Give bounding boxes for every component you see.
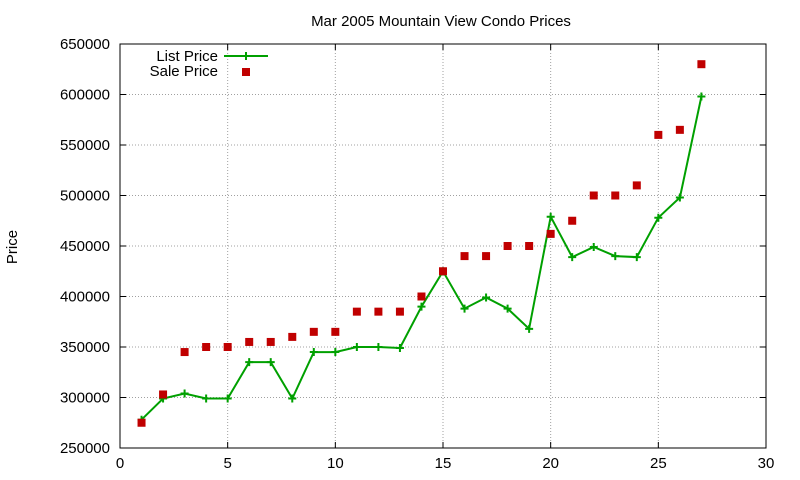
point-list-price xyxy=(460,304,469,313)
point-list-price xyxy=(568,253,577,262)
point-sale-price xyxy=(266,337,275,346)
y-tick-label: 500000 xyxy=(60,188,110,205)
x-tick-label: 5 xyxy=(223,455,231,472)
point-sale-price xyxy=(568,216,577,225)
legend-marker-sale-price xyxy=(242,68,250,76)
point-list-price xyxy=(202,394,211,403)
point-list-price xyxy=(632,253,641,262)
x-tick-label: 30 xyxy=(758,455,775,472)
point-sale-price xyxy=(180,348,189,357)
point-sale-price xyxy=(159,390,168,399)
x-tick-label: 25 xyxy=(650,455,667,472)
chart-title: Mar 2005 Mountain View Condo Prices xyxy=(311,13,571,30)
series-layer xyxy=(137,60,706,427)
y-tick-label: 300000 xyxy=(60,390,110,407)
x-tick-label: 20 xyxy=(542,455,559,472)
x-tick-label: 10 xyxy=(327,455,344,472)
point-sale-price xyxy=(223,343,232,351)
point-sale-price xyxy=(546,229,555,238)
point-sale-price xyxy=(202,343,211,351)
point-list-price xyxy=(417,302,426,311)
point-sale-price xyxy=(611,191,620,200)
point-sale-price xyxy=(137,418,146,427)
y-axis-label: Price xyxy=(4,230,21,264)
point-list-price xyxy=(223,394,232,403)
legend-label-sale-price: Sale Price xyxy=(150,63,218,80)
point-list-price xyxy=(482,293,491,302)
point-list-price xyxy=(525,324,534,333)
x-tick-label: 0 xyxy=(116,455,124,472)
y-tick-label: 350000 xyxy=(60,339,110,356)
point-sale-price xyxy=(482,252,491,261)
point-list-price xyxy=(503,304,512,313)
point-list-price xyxy=(331,348,340,357)
point-list-price xyxy=(288,394,297,403)
point-list-price xyxy=(395,344,404,353)
point-sale-price xyxy=(675,125,684,134)
legend-marker-list-price xyxy=(242,52,250,60)
point-sale-price xyxy=(460,252,469,261)
point-list-price xyxy=(697,92,706,101)
y-tick-label: 400000 xyxy=(60,289,110,306)
legend: List Price Sale Price xyxy=(150,48,268,80)
point-list-price xyxy=(654,213,663,222)
y-tick-label: 650000 xyxy=(60,36,110,53)
point-list-price xyxy=(180,389,189,398)
point-list-price xyxy=(675,193,684,202)
axis-ticks xyxy=(119,43,767,449)
point-sale-price xyxy=(309,327,318,336)
y-tick-label: 600000 xyxy=(60,87,110,104)
point-sale-price xyxy=(697,60,706,69)
y-tick-label: 250000 xyxy=(60,440,110,457)
point-list-price xyxy=(374,343,383,351)
point-sale-price xyxy=(374,307,383,316)
point-list-price xyxy=(352,343,361,351)
y-tick-label: 450000 xyxy=(60,238,110,255)
y-tick-label: 550000 xyxy=(60,137,110,154)
point-sale-price xyxy=(589,191,598,200)
tick-labels: 250000 300000 350000 400000 450000 500000 5500… xyxy=(60,36,774,472)
point-sale-price xyxy=(654,130,663,139)
point-sale-price xyxy=(632,181,641,190)
point-list-price xyxy=(245,358,254,367)
point-sale-price xyxy=(395,307,404,316)
point-sale-price xyxy=(352,307,361,316)
point-sale-price xyxy=(417,292,426,301)
point-sale-price xyxy=(245,337,254,346)
point-list-price xyxy=(546,212,555,221)
point-list-price xyxy=(589,243,598,252)
point-list-price xyxy=(611,252,620,261)
point-sale-price xyxy=(288,332,297,341)
point-list-price xyxy=(309,348,318,357)
point-sale-price xyxy=(503,242,512,250)
point-list-price xyxy=(266,358,275,367)
point-sale-price xyxy=(439,267,447,276)
point-sale-price xyxy=(331,327,340,336)
legend-label-list-price: List Price xyxy=(156,48,218,65)
point-sale-price xyxy=(525,242,534,250)
x-tick-label: 15 xyxy=(435,455,452,472)
grid xyxy=(120,44,766,448)
